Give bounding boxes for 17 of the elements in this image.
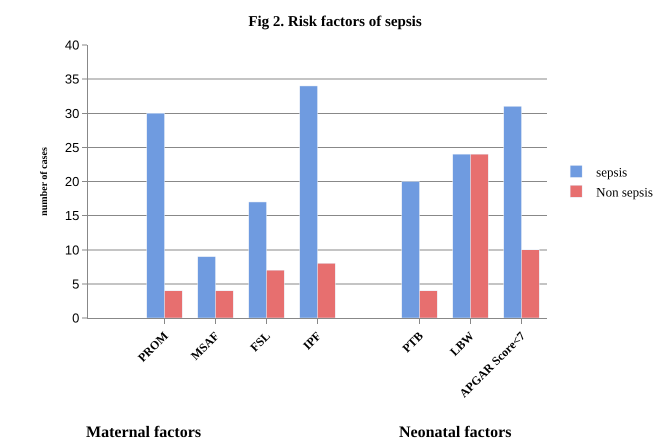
x-tick-label: IPF	[300, 328, 324, 352]
y-tick-label: 30	[64, 106, 80, 121]
y-tick-label: 5	[72, 276, 80, 292]
y-tick-label: 20	[64, 174, 80, 190]
y-tick-label: 40	[64, 38, 80, 53]
text: Neonatal factors	[399, 424, 512, 441]
legend-label: sepsis	[596, 164, 628, 180]
legend-label: Non sepsis	[596, 184, 653, 200]
chart-title: Fig 2. Risk factors of sepsis	[248, 14, 422, 30]
y-tick-label: 35	[64, 72, 80, 87]
y-tick-label: 25	[64, 140, 80, 155]
y-tick-label: 0	[72, 310, 80, 326]
y-axis-title: number of cases	[38, 147, 50, 216]
x-tick-label: FSL	[247, 328, 273, 354]
y-tick-label: 15	[64, 208, 80, 224]
y-tick-label: 10	[64, 242, 80, 258]
text: Maternal factors	[86, 424, 202, 441]
